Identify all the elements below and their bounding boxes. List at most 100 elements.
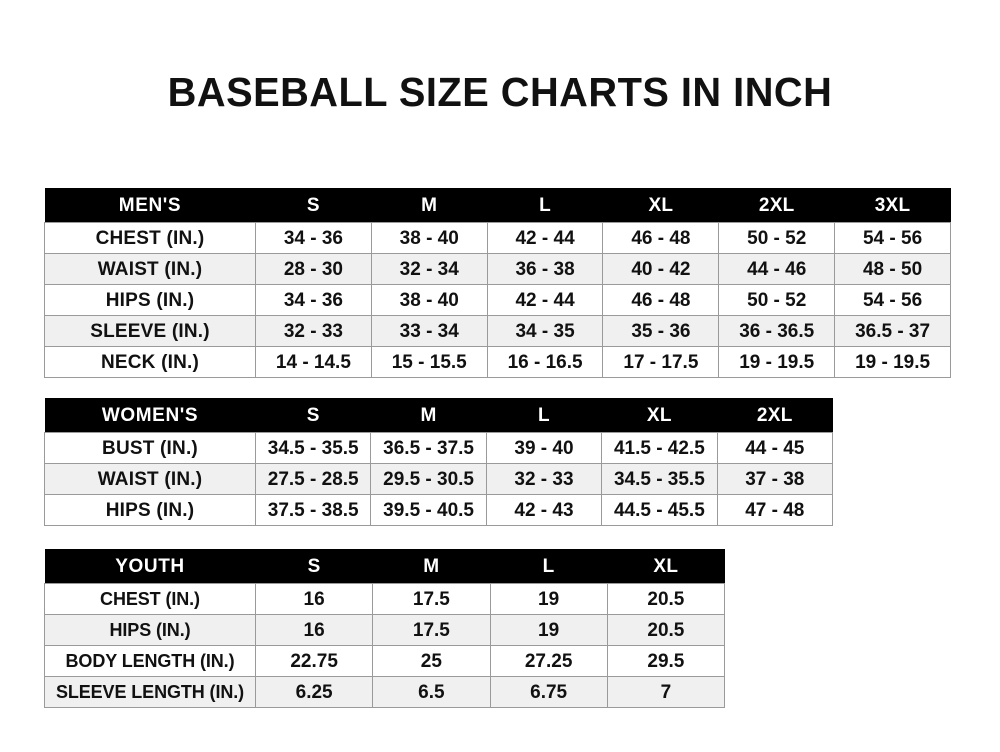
- mens-size-table: MEN'S S M L XL 2XL 3XL CHEST (IN.) 34 - …: [44, 188, 951, 378]
- column-header-l: L: [490, 549, 608, 584]
- measurement-cell: 33 - 34: [371, 315, 488, 347]
- table-row: HIPS (IN.) 16 17.5 19 20.5: [44, 614, 726, 646]
- table-row: CHEST (IN.) 16 17.5 19 20.5: [44, 583, 726, 615]
- measurement-cell: 7: [607, 676, 726, 708]
- measurement-cell: 35 - 36: [602, 315, 720, 347]
- measurement-cell: 17.5: [372, 583, 491, 615]
- measurement-cell: 19: [490, 583, 608, 615]
- measurement-cell: 22.75: [255, 645, 374, 677]
- measurement-cell: 19 - 19.5: [718, 346, 836, 378]
- measurement-cell: 15 - 15.5: [371, 346, 488, 378]
- table-row: SLEEVE (IN.) 32 - 33 33 - 34 34 - 35 35 …: [44, 315, 951, 347]
- measurement-cell: 32 - 33: [486, 463, 603, 495]
- column-header-3xl: 3XL: [834, 188, 951, 223]
- table-row: SLEEVE LENGTH (IN.) 6.25 6.5 6.75 7: [44, 676, 726, 708]
- column-header-2xl: 2XL: [717, 398, 833, 433]
- table-row: BODY LENGTH (IN.) 22.75 25 27.25 29.5: [44, 645, 726, 677]
- measurement-cell: 34.5 - 35.5: [255, 432, 372, 464]
- column-header-category: YOUTH: [44, 549, 256, 584]
- table-row: HIPS (IN.) 34 - 36 38 - 40 42 - 44 46 - …: [44, 284, 951, 316]
- measurement-cell: 27.5 - 28.5: [255, 463, 372, 495]
- table-header-row: WOMEN'S S M L XL 2XL: [44, 398, 833, 433]
- row-label: BODY LENGTH (IN.): [44, 645, 256, 677]
- measurement-cell: 50 - 52: [718, 284, 836, 316]
- column-header-l: L: [487, 188, 603, 223]
- measurement-cell: 36 - 36.5: [718, 315, 836, 347]
- measurement-cell: 16: [255, 614, 374, 646]
- measurement-cell: 54 - 56: [834, 284, 951, 316]
- column-header-m: M: [371, 188, 488, 223]
- column-header-l: L: [486, 398, 602, 433]
- measurement-cell: 44 - 46: [718, 253, 836, 285]
- table-row: HIPS (IN.) 37.5 - 38.5 39.5 - 40.5 42 - …: [44, 494, 834, 526]
- measurement-cell: 44 - 45: [717, 432, 834, 464]
- measurement-cell: 17.5: [372, 614, 491, 646]
- measurement-cell: 54 - 56: [834, 222, 951, 254]
- measurement-cell: 20.5: [607, 583, 726, 615]
- measurement-cell: 38 - 40: [371, 222, 488, 254]
- measurement-cell: 6.75: [490, 676, 608, 708]
- measurement-cell: 32 - 33: [255, 315, 372, 347]
- youth-size-table: YOUTH S M L XL CHEST (IN.) 16 17.5 19 20…: [44, 549, 726, 708]
- measurement-cell: 40 - 42: [602, 253, 720, 285]
- measurement-cell: 37.5 - 38.5: [255, 494, 372, 526]
- row-label: NECK (IN.): [44, 346, 256, 378]
- row-label: CHEST (IN.): [44, 583, 256, 615]
- measurement-cell: 19 - 19.5: [834, 346, 951, 378]
- measurement-cell: 36.5 - 37.5: [370, 432, 487, 464]
- column-header-category: WOMEN'S: [44, 398, 256, 433]
- measurement-cell: 28 - 30: [255, 253, 372, 285]
- measurement-cell: 46 - 48: [602, 222, 720, 254]
- measurement-cell: 48 - 50: [834, 253, 951, 285]
- row-label: HIPS (IN.): [44, 494, 256, 526]
- table-row: WAIST (IN.) 27.5 - 28.5 29.5 - 30.5 32 -…: [44, 463, 834, 495]
- table-row: CHEST (IN.) 34 - 36 38 - 40 42 - 44 46 -…: [44, 222, 951, 254]
- measurement-cell: 16 - 16.5: [487, 346, 604, 378]
- column-header-xl: XL: [601, 398, 718, 433]
- column-header-xl: XL: [602, 188, 719, 223]
- measurement-cell: 19: [490, 614, 608, 646]
- measurement-cell: 29.5: [607, 645, 726, 677]
- measurement-cell: 34 - 35: [487, 315, 604, 347]
- table-header-row: MEN'S S M L XL 2XL 3XL: [44, 188, 951, 223]
- column-header-s: S: [255, 398, 371, 433]
- womens-size-table: WOMEN'S S M L XL 2XL BUST (IN.) 34.5 - 3…: [44, 398, 834, 526]
- row-label: SLEEVE LENGTH (IN.): [44, 676, 256, 708]
- table-header-row: YOUTH S M L XL: [44, 549, 725, 584]
- column-header-s: S: [255, 188, 372, 223]
- measurement-cell: 34.5 - 35.5: [601, 463, 718, 495]
- measurement-cell: 6.25: [255, 676, 374, 708]
- measurement-cell: 17 - 17.5: [602, 346, 720, 378]
- measurement-cell: 34 - 36: [255, 284, 372, 316]
- measurement-cell: 46 - 48: [602, 284, 720, 316]
- measurement-cell: 36 - 38: [487, 253, 604, 285]
- measurement-cell: 42 - 43: [486, 494, 603, 526]
- row-label: BUST (IN.): [44, 432, 256, 464]
- measurement-cell: 25: [372, 645, 491, 677]
- table-row: BUST (IN.) 34.5 - 35.5 36.5 - 37.5 39 - …: [44, 432, 834, 464]
- measurement-cell: 20.5: [607, 614, 726, 646]
- measurement-cell: 39.5 - 40.5: [370, 494, 487, 526]
- column-header-category: MEN'S: [44, 188, 256, 223]
- measurement-cell: 14 - 14.5: [255, 346, 372, 378]
- column-header-m: M: [372, 549, 490, 584]
- column-header-2xl: 2XL: [718, 188, 835, 223]
- table-row: NECK (IN.) 14 - 14.5 15 - 15.5 16 - 16.5…: [44, 346, 951, 378]
- row-label: CHEST (IN.): [44, 222, 256, 254]
- measurement-cell: 27.25: [490, 645, 608, 677]
- measurement-cell: 36.5 - 37: [834, 315, 951, 347]
- measurement-cell: 16: [255, 583, 374, 615]
- row-label: SLEEVE (IN.): [44, 315, 256, 347]
- measurement-cell: 42 - 44: [487, 284, 604, 316]
- measurement-cell: 50 - 52: [718, 222, 836, 254]
- measurement-cell: 42 - 44: [487, 222, 604, 254]
- measurement-cell: 47 - 48: [717, 494, 834, 526]
- measurement-cell: 37 - 38: [717, 463, 834, 495]
- page-title: BASEBALL SIZE CHARTS IN INCH: [167, 69, 833, 115]
- measurement-cell: 44.5 - 45.5: [601, 494, 718, 526]
- measurement-cell: 41.5 - 42.5: [601, 432, 718, 464]
- measurement-cell: 39 - 40: [486, 432, 603, 464]
- measurement-cell: 6.5: [372, 676, 491, 708]
- column-header-s: S: [255, 549, 373, 584]
- measurement-cell: 38 - 40: [371, 284, 488, 316]
